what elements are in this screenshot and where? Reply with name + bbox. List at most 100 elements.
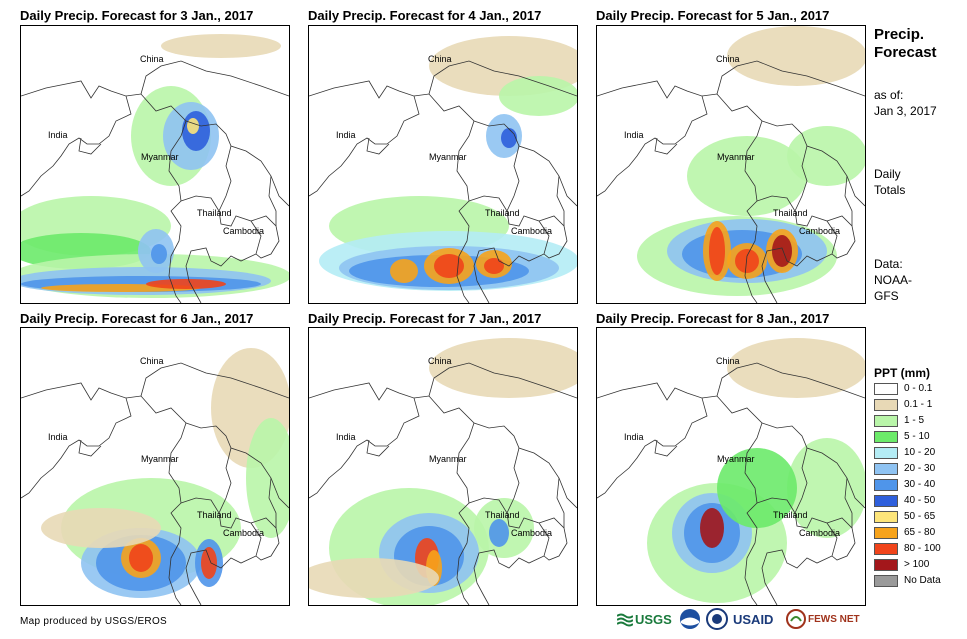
country-border xyxy=(506,145,520,212)
daily-totals-line-2: Totals xyxy=(874,183,906,197)
legend-label: 30 - 40 xyxy=(904,479,936,490)
precip-cell xyxy=(717,448,797,528)
map-canvas xyxy=(597,338,865,605)
noaa-emblem-icon xyxy=(680,609,700,629)
map-canvas xyxy=(309,338,577,605)
map-label-myanmar: Myanmar xyxy=(141,454,179,464)
country-border xyxy=(794,145,808,212)
country-border xyxy=(716,362,865,399)
usgs-logo: USGS xyxy=(617,607,679,631)
daily-totals-line-1: Daily xyxy=(874,167,901,181)
country-border xyxy=(21,382,132,499)
legend-swatch xyxy=(874,399,898,411)
country-border xyxy=(826,517,856,561)
country-border xyxy=(701,93,763,303)
country-border xyxy=(756,195,838,303)
map-label-cambodia: Cambodia xyxy=(511,226,553,236)
precip-cell xyxy=(735,249,759,273)
country-border xyxy=(309,80,420,197)
map-label-india: India xyxy=(48,432,68,442)
country-border xyxy=(218,145,232,212)
map-label-thailand: Thailand xyxy=(197,510,232,520)
country-border xyxy=(413,395,475,605)
country-border xyxy=(597,80,708,197)
legend-swatch xyxy=(874,415,898,427)
precip-map-jan-4: China India Myanmar Thailand Cambodia xyxy=(308,25,578,304)
country-border xyxy=(250,215,280,259)
legend-swatch xyxy=(874,431,898,443)
legend-label: 65 - 80 xyxy=(904,527,936,538)
data-source-line-3: GFS xyxy=(874,289,899,303)
country-border xyxy=(180,497,262,605)
as-of-block: as of: Jan 3, 2017 xyxy=(874,87,937,119)
map-canvas xyxy=(21,34,289,303)
map-label-myanmar: Myanmar xyxy=(717,454,755,464)
precip-cell xyxy=(129,544,153,572)
legend-swatch xyxy=(874,463,898,475)
usaid-seal-icon xyxy=(706,608,728,630)
fewsnet-logo: FEWS NET xyxy=(786,607,864,631)
legend-label: 20 - 30 xyxy=(904,463,936,474)
country-border xyxy=(468,195,550,303)
legend-swatch xyxy=(874,383,898,395)
legend-label: No Data xyxy=(904,575,941,586)
map-label-china: China xyxy=(428,54,452,64)
map-label-india: India xyxy=(336,130,356,140)
country-border xyxy=(597,382,708,499)
country-border xyxy=(218,447,232,514)
precip-cell xyxy=(309,558,439,598)
precip-cell xyxy=(390,259,418,283)
precip-map-jan-6: China India Myanmar Thailand Cambodia xyxy=(20,327,290,606)
country-border xyxy=(844,175,853,226)
map-label-cambodia: Cambodia xyxy=(799,226,841,236)
map-label-india: India xyxy=(624,130,644,140)
precip-cell xyxy=(151,244,167,264)
precip-cell xyxy=(41,508,161,548)
map-label-cambodia: Cambodia xyxy=(799,528,841,538)
data-source-line-1: Data: xyxy=(874,257,903,271)
map-label-myanmar: Myanmar xyxy=(429,454,467,464)
map-label-cambodia: Cambodia xyxy=(223,528,265,538)
as-of-date: Jan 3, 2017 xyxy=(874,104,937,118)
precip-map-jan-7: China India Myanmar Thailand Cambodia xyxy=(308,327,578,606)
legend-swatch xyxy=(874,527,898,539)
map-label-myanmar: Myanmar xyxy=(717,152,755,162)
map-label-thailand: Thailand xyxy=(485,510,520,520)
map-label-myanmar: Myanmar xyxy=(429,152,467,162)
map-label-thailand: Thailand xyxy=(485,208,520,218)
legend-label: 10 - 20 xyxy=(904,447,936,458)
country-border xyxy=(844,477,853,528)
legend-label: > 100 xyxy=(904,559,930,570)
legend-label: 50 - 65 xyxy=(904,511,936,522)
precip-cell xyxy=(501,128,517,148)
precip-cell xyxy=(146,279,226,289)
legend-label: 40 - 50 xyxy=(904,495,936,506)
country-border xyxy=(366,439,390,457)
country-border xyxy=(538,517,568,561)
country-border xyxy=(701,395,763,605)
legend-swatch xyxy=(874,543,898,555)
country-border xyxy=(538,215,568,259)
usgs-logo-text: USGS xyxy=(635,611,672,627)
country-border xyxy=(268,175,277,226)
country-border xyxy=(250,517,280,561)
precip-cell xyxy=(187,118,199,134)
legend-swatch xyxy=(874,559,898,571)
country-border xyxy=(78,439,102,457)
legend-swatch xyxy=(874,495,898,507)
country-border xyxy=(185,422,289,509)
legend-title: PPT (mm) xyxy=(874,366,931,380)
precip-map-jan-5: China India Myanmar Thailand Cambodia xyxy=(596,25,866,304)
precip-cell xyxy=(687,136,807,216)
daily-totals-block: Daily Totals xyxy=(874,166,905,198)
country-border xyxy=(413,93,475,303)
country-border xyxy=(180,195,262,303)
country-border xyxy=(468,497,550,605)
country-border xyxy=(473,422,577,509)
legend-label: 80 - 100 xyxy=(904,543,941,554)
map-label-india: India xyxy=(48,130,68,140)
country-border xyxy=(716,60,865,97)
data-source-block: Data: NOAA- GFS xyxy=(874,256,912,304)
country-border xyxy=(21,80,132,197)
precip-cell xyxy=(499,76,577,116)
